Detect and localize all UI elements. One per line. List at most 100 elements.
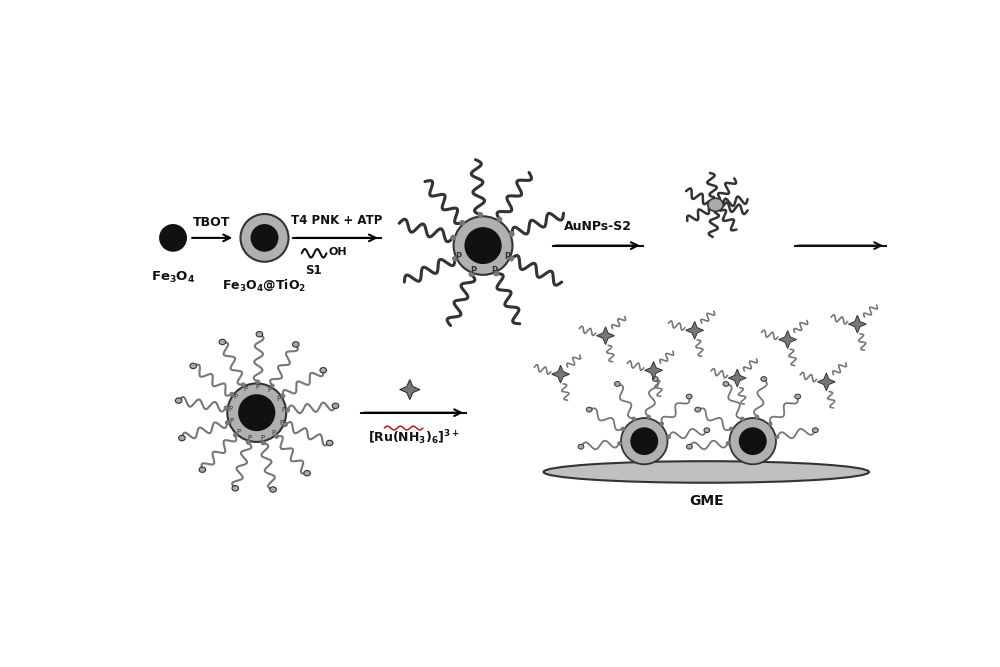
Circle shape: [261, 441, 265, 445]
Text: TBOT: TBOT: [193, 216, 230, 229]
Circle shape: [270, 384, 274, 388]
Polygon shape: [552, 366, 569, 383]
Circle shape: [256, 380, 260, 384]
Circle shape: [660, 422, 663, 426]
Circle shape: [730, 428, 733, 430]
Text: GME: GME: [689, 494, 724, 508]
Circle shape: [667, 436, 670, 438]
Polygon shape: [779, 331, 797, 348]
Ellipse shape: [730, 418, 776, 464]
Text: S1: S1: [305, 264, 322, 277]
Text: AuNPs-S2: AuNPs-S2: [564, 220, 632, 233]
Circle shape: [756, 416, 759, 418]
Circle shape: [647, 416, 650, 418]
Polygon shape: [728, 369, 746, 387]
Ellipse shape: [686, 394, 692, 399]
Ellipse shape: [179, 436, 185, 441]
Circle shape: [451, 235, 455, 239]
Ellipse shape: [238, 394, 275, 431]
Circle shape: [241, 383, 245, 387]
Ellipse shape: [464, 227, 502, 264]
Text: P: P: [243, 386, 247, 392]
Text: P: P: [234, 394, 238, 400]
Circle shape: [632, 418, 635, 420]
Text: P: P: [248, 435, 252, 441]
Ellipse shape: [332, 403, 339, 408]
Ellipse shape: [812, 428, 818, 433]
Text: P: P: [279, 420, 283, 426]
Circle shape: [224, 406, 228, 410]
Ellipse shape: [723, 382, 729, 386]
Ellipse shape: [652, 377, 658, 382]
Circle shape: [284, 423, 287, 426]
Text: P: P: [260, 436, 264, 442]
Text: P: P: [491, 265, 498, 275]
Ellipse shape: [454, 216, 512, 275]
Circle shape: [509, 256, 513, 261]
Circle shape: [478, 213, 483, 217]
Ellipse shape: [544, 461, 869, 483]
Polygon shape: [645, 362, 662, 379]
Ellipse shape: [708, 198, 723, 211]
Circle shape: [226, 421, 229, 424]
Circle shape: [247, 440, 250, 444]
Ellipse shape: [687, 444, 692, 449]
Ellipse shape: [304, 470, 310, 476]
Text: P: P: [455, 253, 462, 261]
Text: P: P: [505, 253, 511, 261]
Text: P: P: [271, 430, 276, 436]
Ellipse shape: [251, 224, 278, 251]
Text: P: P: [229, 406, 233, 412]
Ellipse shape: [227, 384, 286, 442]
Ellipse shape: [320, 368, 327, 373]
Circle shape: [453, 256, 457, 261]
Ellipse shape: [326, 440, 333, 446]
Ellipse shape: [232, 486, 239, 491]
Circle shape: [281, 394, 285, 398]
Circle shape: [494, 271, 498, 275]
Ellipse shape: [695, 408, 701, 412]
Polygon shape: [400, 380, 420, 400]
Text: P: P: [470, 266, 476, 275]
Ellipse shape: [219, 340, 226, 345]
Polygon shape: [686, 321, 704, 339]
Circle shape: [741, 418, 744, 420]
Text: $\mathbf{Fe_3O_4}$: $\mathbf{Fe_3O_4}$: [151, 270, 195, 285]
Ellipse shape: [704, 428, 710, 433]
Ellipse shape: [739, 428, 767, 455]
Polygon shape: [848, 315, 866, 333]
Circle shape: [618, 442, 621, 445]
Polygon shape: [817, 373, 835, 391]
Ellipse shape: [795, 394, 801, 399]
Circle shape: [497, 217, 502, 221]
Circle shape: [469, 272, 474, 276]
Text: P: P: [277, 396, 281, 402]
Circle shape: [275, 435, 278, 438]
Ellipse shape: [293, 342, 299, 347]
Ellipse shape: [240, 214, 289, 261]
Text: P: P: [268, 387, 272, 393]
Circle shape: [726, 442, 730, 445]
Ellipse shape: [190, 364, 197, 369]
Polygon shape: [597, 327, 614, 345]
Circle shape: [230, 393, 234, 396]
Ellipse shape: [159, 224, 187, 251]
Circle shape: [234, 434, 237, 437]
Text: P: P: [281, 408, 285, 414]
Ellipse shape: [761, 377, 767, 382]
Ellipse shape: [578, 444, 584, 449]
Text: $\mathbf{Fe_3O_4@TiO_2}$: $\mathbf{Fe_3O_4@TiO_2}$: [222, 278, 307, 294]
Circle shape: [510, 232, 514, 236]
Circle shape: [286, 408, 289, 412]
Ellipse shape: [586, 408, 592, 412]
Text: $\mathbf{[Ru(NH_3)_6]^{3+}}$: $\mathbf{[Ru(NH_3)_6]^{3+}}$: [368, 428, 460, 447]
Circle shape: [776, 436, 779, 438]
Circle shape: [769, 422, 772, 426]
Ellipse shape: [630, 428, 658, 455]
Ellipse shape: [621, 418, 668, 464]
Text: P: P: [256, 384, 260, 390]
Circle shape: [621, 428, 624, 430]
Ellipse shape: [175, 398, 182, 404]
Text: T4 PNK + ATP: T4 PNK + ATP: [291, 214, 383, 227]
Text: OH: OH: [328, 247, 347, 257]
